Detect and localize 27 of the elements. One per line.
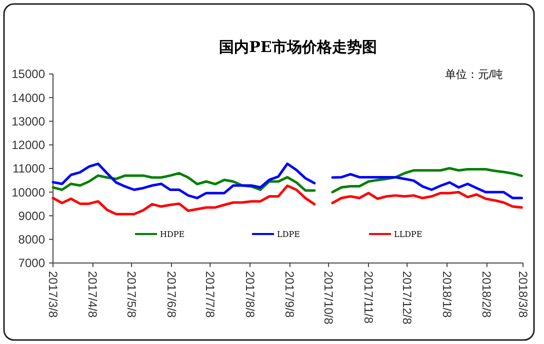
y-tick-label: 8000: [18, 232, 46, 247]
x-tick-label: 2018/1/8: [440, 271, 454, 318]
x-tick-label: 2017/8/8: [242, 271, 257, 318]
x-tick-label: 2017/12/8: [400, 271, 414, 325]
x-tick-label: 2017/6/8: [164, 271, 178, 318]
x-tick-label: 2018/3/8: [516, 271, 530, 318]
legend-label: LLDPE: [394, 230, 422, 239]
y-tick-label: 14000: [12, 90, 46, 105]
y-tick-label: 10000: [12, 185, 46, 200]
y-tick-label: 13000: [12, 114, 46, 128]
x-tick-label: 2017/11/8: [361, 271, 376, 324]
x-tick-label: 2017/9/8: [282, 271, 297, 318]
x-tick-label: 2018/2/8: [480, 271, 494, 318]
x-tick-label: 2017/10/8: [321, 271, 336, 325]
y-tick-label: 11000: [12, 162, 46, 176]
x-tick-label: 2017/4/8: [86, 271, 100, 318]
legend-label: LDPE: [277, 230, 300, 239]
y-tick-label: 15000: [12, 67, 46, 82]
x-tick-label: 2017/5/8: [124, 271, 138, 318]
y-tick-label: 12000: [12, 138, 46, 152]
y-tick-label: 9000: [18, 208, 46, 223]
annotation: 单位：元/吨: [444, 68, 504, 81]
x-tick-label: 2017/7/8: [202, 271, 217, 318]
legend-label: HDPE: [160, 230, 185, 239]
y-tick-label: 7000: [18, 256, 46, 270]
x-tick-label: 2017/3/8: [46, 271, 60, 318]
chart-title: 国内PE市场价格走势图: [219, 38, 377, 56]
